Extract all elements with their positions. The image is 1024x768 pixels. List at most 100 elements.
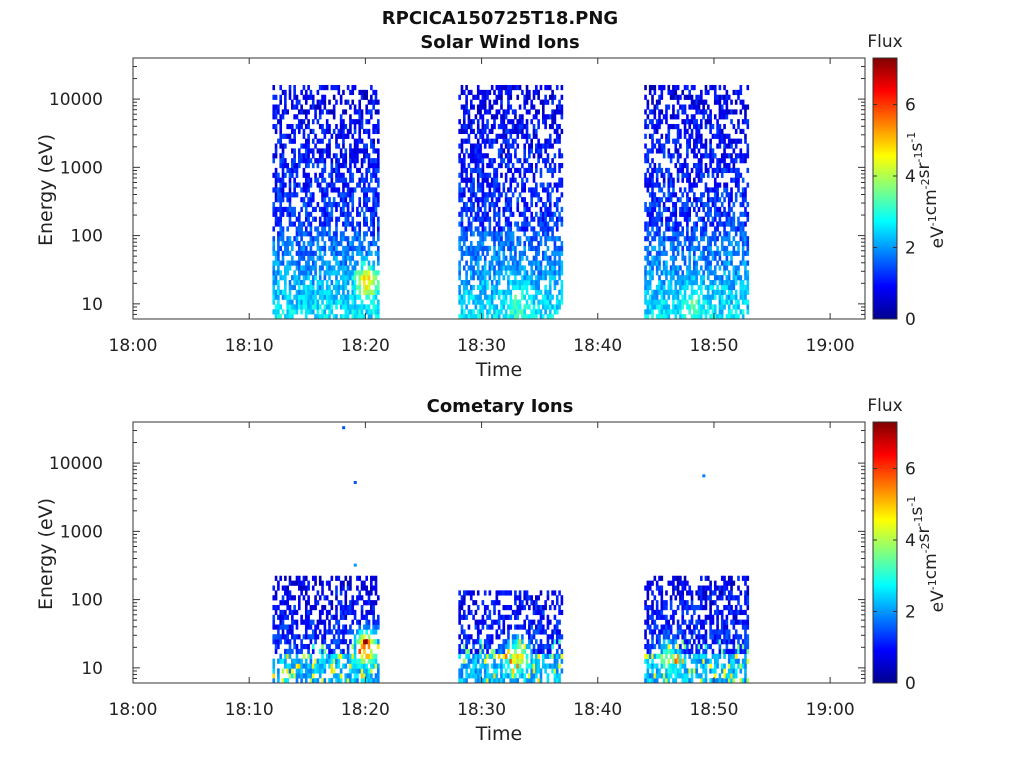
heatmap-cell [546, 158, 550, 164]
heatmap-cell [346, 245, 350, 252]
heatmap-cell [713, 192, 717, 198]
heatmap-cell [344, 148, 348, 154]
heatmap-cell [483, 128, 487, 135]
heatmap-cell [511, 639, 515, 645]
heatmap-cell [683, 260, 687, 266]
heatmap-cell [488, 172, 492, 178]
heatmap-cell [709, 265, 712, 271]
heatmap-cell [302, 634, 306, 640]
heatmap-cell [530, 201, 533, 208]
heatmap-cell [358, 99, 362, 105]
heatmap-cell [741, 128, 745, 135]
heatmap-cell [304, 265, 308, 271]
heatmap-cell [377, 284, 380, 291]
heatmap-cell [665, 114, 668, 120]
heatmap-cell [509, 240, 513, 247]
heatmap-cell [311, 575, 315, 581]
heatmap-cell [460, 294, 464, 300]
heatmap-cell [458, 294, 461, 300]
heatmap-cell [277, 624, 280, 630]
heatmap-cell [551, 143, 554, 149]
heatmap-cell [697, 294, 701, 300]
heatmap-cell [481, 158, 485, 164]
heatmap-cell [328, 284, 331, 291]
heatmap-cell [741, 236, 745, 242]
heatmap-cell [272, 284, 276, 291]
heatmap-cell [353, 663, 357, 669]
heatmap-cell [644, 280, 647, 286]
heatmap-cell [277, 216, 280, 222]
heatmap-cell [372, 663, 375, 669]
heatmap-cell [544, 289, 547, 295]
heatmap-cell [704, 123, 708, 130]
heatmap-cell [511, 119, 515, 125]
heatmap-cell [365, 192, 368, 198]
heatmap-cell [718, 114, 722, 120]
heatmap-cell [330, 614, 334, 620]
heatmap-cell [367, 309, 371, 315]
heatmap-cell [330, 590, 334, 596]
heatmap-cell [716, 172, 719, 178]
heatmap-cell [535, 600, 538, 606]
heatmap-cell [297, 99, 301, 105]
heatmap-cell [646, 221, 650, 227]
heatmap-cell [502, 604, 506, 611]
heatmap-cell [509, 119, 513, 125]
heatmap-cell [504, 128, 508, 135]
heatmap-cell [481, 153, 485, 159]
heatmap-cell [558, 255, 561, 261]
heatmap-cell [374, 289, 378, 295]
heatmap-cell [737, 89, 740, 96]
heatmap-cell [288, 309, 292, 315]
heatmap-cell [544, 309, 547, 315]
heatmap-cell [504, 138, 508, 144]
heatmap-cell [497, 653, 501, 659]
heatmap-cell [339, 629, 343, 635]
heatmap-cell [288, 265, 292, 271]
heatmap-cell [665, 206, 668, 213]
heatmap-cell [558, 133, 561, 139]
heatmap-cell [507, 109, 510, 115]
heatmap-cell [281, 153, 285, 159]
heatmap-cell [318, 289, 322, 295]
heatmap-cell [704, 260, 708, 266]
heatmap-cell [462, 663, 466, 669]
heatmap-cell [337, 143, 341, 149]
heatmap-cell [518, 304, 522, 310]
heatmap-cell [307, 211, 310, 217]
heatmap-cell [370, 609, 373, 616]
heatmap-cell [330, 172, 334, 178]
heatmap-cell [377, 614, 380, 620]
heatmap-cell [655, 221, 659, 227]
heatmap-cell [281, 634, 285, 640]
heatmap-cell [530, 192, 533, 198]
heatmap-cell [676, 275, 680, 281]
heatmap-cell [300, 89, 303, 96]
heatmap-cell [353, 245, 357, 252]
heatmap-cell [518, 280, 522, 286]
heatmap-cell [535, 84, 538, 91]
heatmap-cell [537, 658, 540, 664]
heatmap-cell [651, 109, 654, 115]
heatmap-cell [541, 294, 545, 300]
heatmap-cell [551, 231, 554, 237]
heatmap-cell [346, 192, 350, 198]
heatmap-cell [365, 284, 368, 291]
heatmap-cell [302, 119, 306, 125]
heatmap-cell [507, 634, 510, 640]
heatmap-cell [674, 148, 678, 154]
heatmap-cell [472, 148, 475, 154]
heatmap-cell [553, 119, 557, 125]
heatmap-cell [686, 299, 689, 305]
heatmap-cell [697, 255, 701, 261]
heatmap-cell [555, 299, 559, 305]
heatmap-cell [667, 284, 671, 291]
heatmap-cell [723, 114, 726, 120]
heatmap-cell [695, 309, 698, 315]
heatmap-cell [718, 158, 722, 164]
heatmap-cell [370, 600, 373, 606]
heatmap-cell [741, 119, 745, 125]
heatmap-cell [483, 104, 487, 110]
heatmap-cell [358, 226, 362, 232]
heatmap-cell [500, 260, 503, 266]
